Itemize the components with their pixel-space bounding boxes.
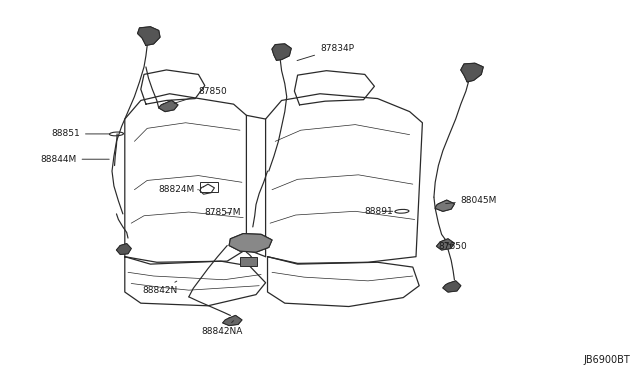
Text: JB6900BT: JB6900BT (584, 355, 630, 365)
Text: 88842NA: 88842NA (202, 321, 243, 336)
Polygon shape (461, 63, 483, 82)
Text: 88842N: 88842N (142, 281, 177, 295)
Text: 87850: 87850 (174, 87, 227, 103)
Polygon shape (435, 200, 454, 211)
Text: 87834P: 87834P (297, 44, 354, 61)
Polygon shape (272, 44, 291, 60)
Polygon shape (229, 234, 272, 252)
Text: 88045M: 88045M (445, 196, 497, 205)
Text: 87650: 87650 (438, 242, 467, 251)
Text: 87857M: 87857M (205, 208, 241, 217)
Text: 88844M: 88844M (40, 155, 109, 164)
Polygon shape (436, 239, 454, 250)
Text: 88824M: 88824M (159, 185, 198, 194)
Polygon shape (443, 281, 461, 292)
Polygon shape (223, 315, 242, 326)
Polygon shape (240, 257, 257, 266)
Polygon shape (159, 100, 178, 112)
Text: 88891: 88891 (365, 207, 394, 216)
Polygon shape (116, 244, 131, 254)
Text: 88851: 88851 (51, 129, 109, 138)
Polygon shape (138, 27, 160, 45)
